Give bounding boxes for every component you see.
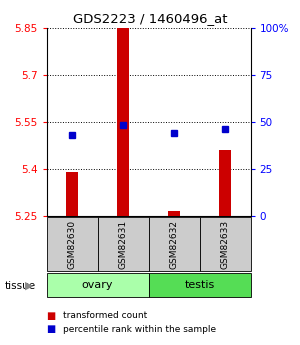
- Bar: [200, 217, 250, 271]
- Bar: [117, 26, 129, 216]
- Bar: [98, 217, 148, 271]
- Text: GDS2223 / 1460496_at: GDS2223 / 1460496_at: [73, 12, 227, 26]
- Text: GSM82630: GSM82630: [68, 219, 76, 269]
- Text: GSM82632: GSM82632: [169, 219, 178, 269]
- Text: ovary: ovary: [82, 280, 113, 290]
- Bar: [66, 172, 78, 216]
- Bar: [168, 211, 180, 216]
- Bar: [148, 273, 250, 297]
- Text: ▶: ▶: [25, 281, 34, 290]
- Bar: [148, 217, 200, 271]
- Text: ■: ■: [46, 311, 56, 321]
- Bar: [219, 150, 231, 216]
- Text: testis: testis: [184, 280, 214, 290]
- Text: GSM82631: GSM82631: [118, 219, 127, 269]
- Text: percentile rank within the sample: percentile rank within the sample: [63, 325, 216, 334]
- Text: tissue: tissue: [4, 281, 36, 290]
- Text: transformed count: transformed count: [63, 311, 147, 320]
- Text: ■: ■: [46, 325, 56, 334]
- Bar: [46, 273, 148, 297]
- Bar: [46, 217, 98, 271]
- Text: GSM82633: GSM82633: [220, 219, 230, 269]
